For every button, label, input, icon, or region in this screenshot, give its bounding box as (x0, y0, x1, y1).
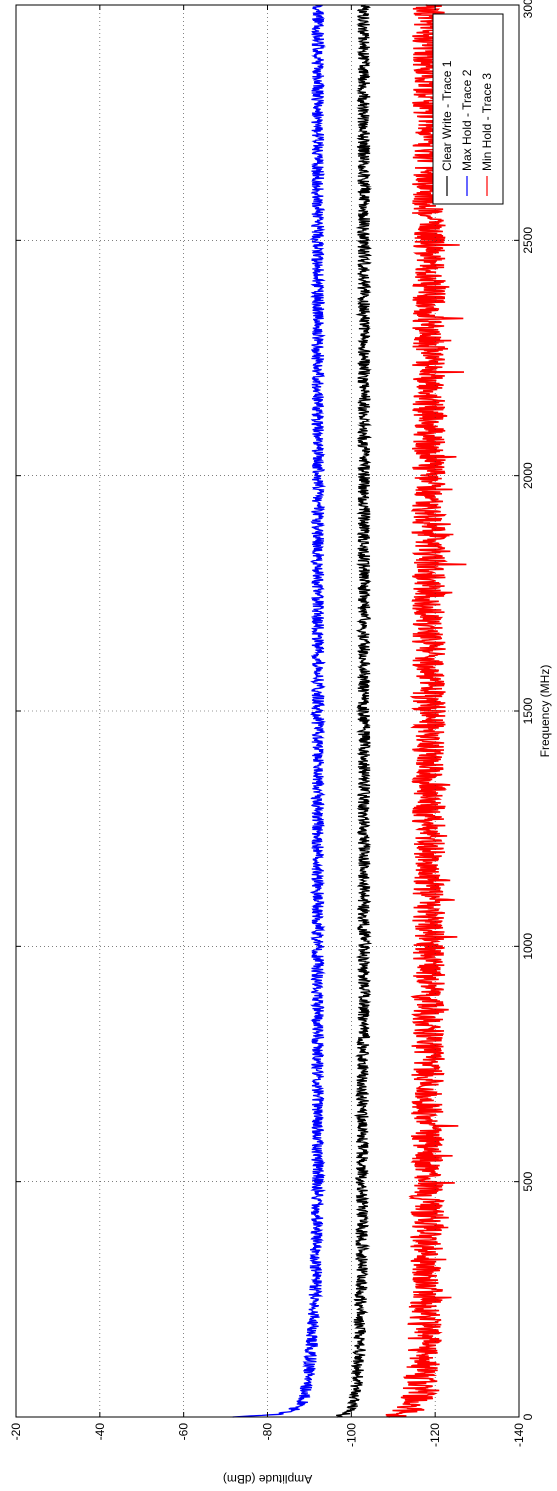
series-line-2 (232, 4, 327, 1418)
y-tick-label: -20 (9, 1423, 23, 1441)
grid-lines (16, 5, 519, 1417)
y-tick-label: -100 (344, 1423, 358, 1447)
x-tick-label: 2500 (521, 227, 535, 254)
y-tick-label: -40 (93, 1423, 107, 1441)
y-tick-label: -80 (261, 1423, 275, 1441)
series-trace-3 (385, 4, 467, 1418)
legend-label: Max Hold - Trace 2 (460, 69, 474, 171)
x-tick-label: 1500 (521, 697, 535, 724)
x-tick-label: 3000 (521, 0, 535, 18)
series-line-3 (385, 4, 467, 1418)
legend-item-3: Min Hold - Trace 3 (480, 73, 494, 196)
legend-item-2: Max Hold - Trace 2 (460, 69, 474, 196)
y-tick-label: -120 (428, 1423, 442, 1447)
x-tick-label: 1000 (521, 933, 535, 960)
legend: Clear Write - Trace 1 Max Hold - Trace 2 M… (432, 13, 504, 205)
series-trace-1 (336, 4, 373, 1418)
y-axis-label: Amplitude (dBm) (223, 1472, 312, 1486)
legend-label: Min Hold - Trace 3 (480, 73, 494, 171)
x-tick-label: 500 (521, 1171, 535, 1191)
legend-box (432, 13, 504, 205)
x-tick-label: 0 (521, 1413, 535, 1420)
y-tick-label: -140 (512, 1423, 526, 1447)
legend-label: Clear Write - Trace 1 (440, 60, 454, 171)
series-line-1 (336, 4, 373, 1418)
axes: 0 500 1000 1500 2000 2500 3000 -140 -120 -100 -80 -… (9, 0, 552, 1486)
series-trace-2 (232, 4, 327, 1418)
legend-item-1: Clear Write - Trace 1 (440, 60, 454, 196)
x-axis-label: Frequency (MHz) (538, 665, 552, 758)
x-tick-label: 2000 (521, 462, 535, 489)
y-tick-label: -60 (177, 1423, 191, 1441)
